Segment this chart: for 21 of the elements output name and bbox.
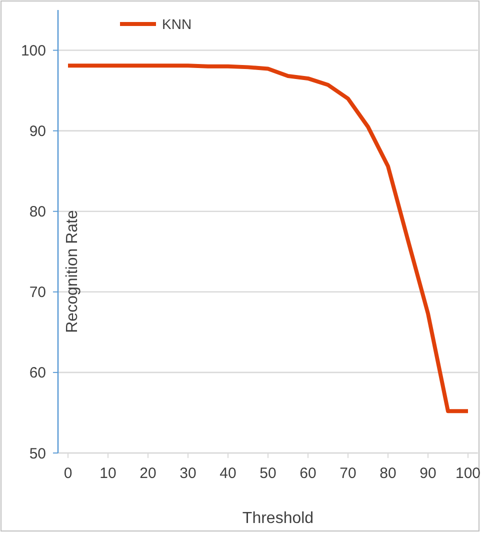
x-tick-label: 10 (100, 465, 116, 482)
y-tick-label: 70 (29, 284, 46, 302)
y-tick-label: 80 (29, 204, 46, 221)
x-tick-label: 100 (455, 465, 481, 482)
x-tick-label: 0 (64, 465, 72, 482)
y-tick-label: 60 (29, 364, 46, 382)
x-tick-label: 70 (340, 465, 356, 482)
y-tick-label: 90 (29, 123, 46, 140)
legend-label: KNN (162, 16, 192, 32)
x-tick-label: 80 (380, 465, 396, 482)
x-tick-label: 40 (220, 465, 236, 482)
y-tick-label: 50 (29, 445, 46, 462)
x-tick-label: 20 (140, 465, 156, 482)
x-tick-label: 90 (420, 465, 436, 482)
y-tick-label: 100 (20, 42, 46, 60)
x-axis-title: Threshold (242, 510, 314, 527)
line-series (66, 64, 470, 414)
x-tick-label: 30 (180, 465, 196, 482)
y-axis-title: Recognition Rate (64, 210, 81, 333)
x-tick-label: 60 (300, 465, 316, 482)
x-tick-label: 50 (260, 465, 276, 482)
